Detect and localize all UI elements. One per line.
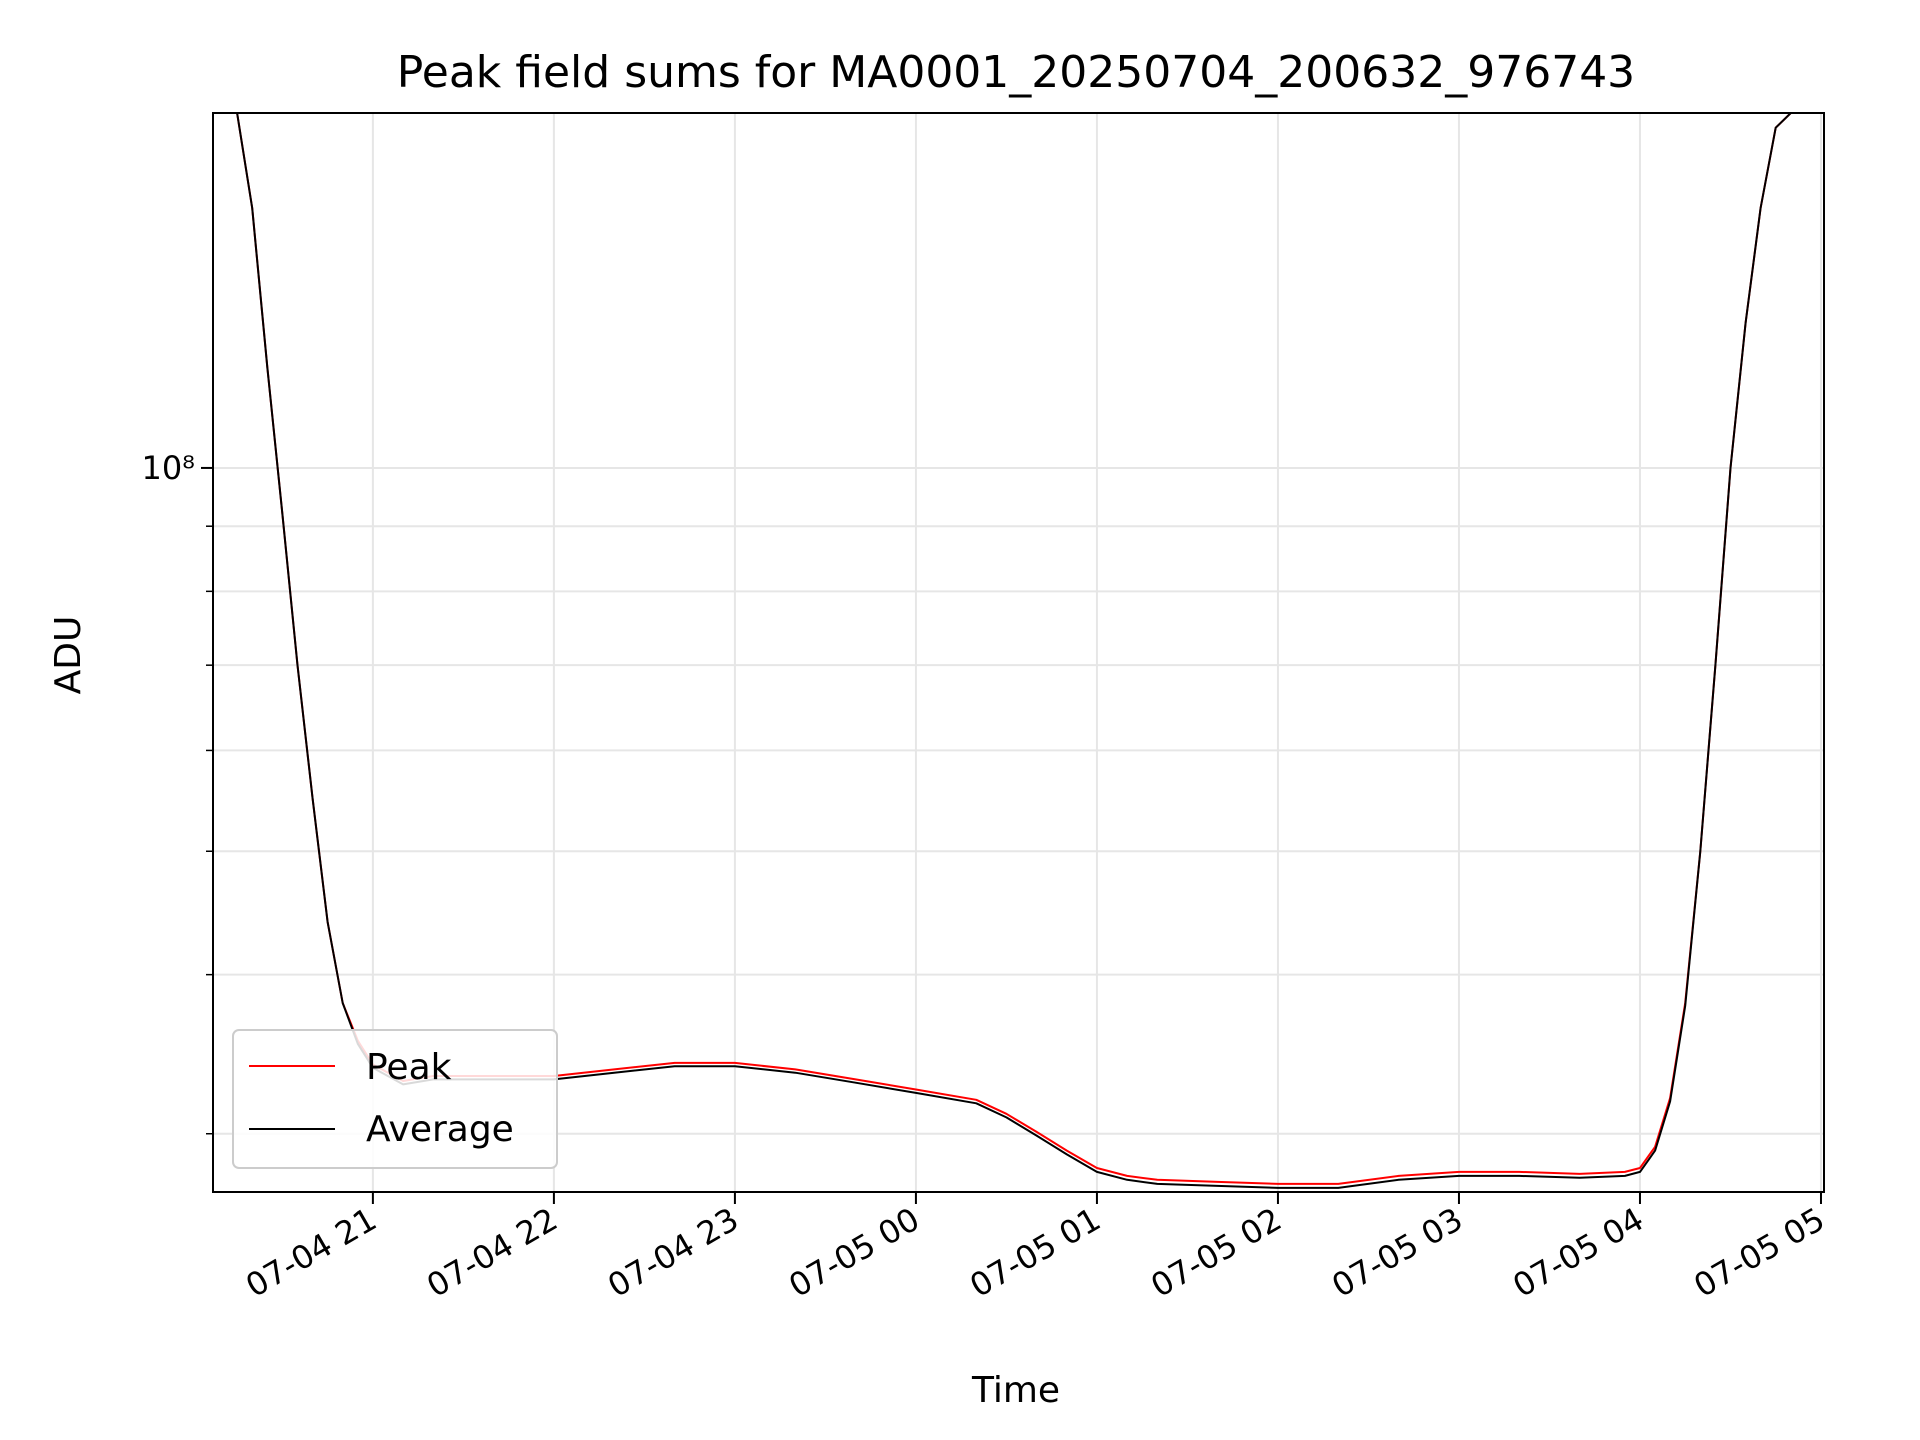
y-ticks: 10⁸ — [141, 449, 213, 1135]
chart-title: Peak field sums for MA0001_20250704_2006… — [397, 47, 1635, 98]
legend-box — [232, 1029, 558, 1169]
legend-label-average: Average — [366, 1109, 514, 1150]
legend: Peak Average — [232, 1029, 558, 1169]
y-axis-label: ADU — [48, 616, 89, 695]
y-tick-label: 10⁸ — [141, 449, 195, 487]
plot-frame — [212, 112, 1825, 1193]
x-axis-label: Time — [971, 1370, 1060, 1411]
legend-label-peak: Peak — [366, 1047, 452, 1088]
grid — [213, 113, 1824, 1192]
